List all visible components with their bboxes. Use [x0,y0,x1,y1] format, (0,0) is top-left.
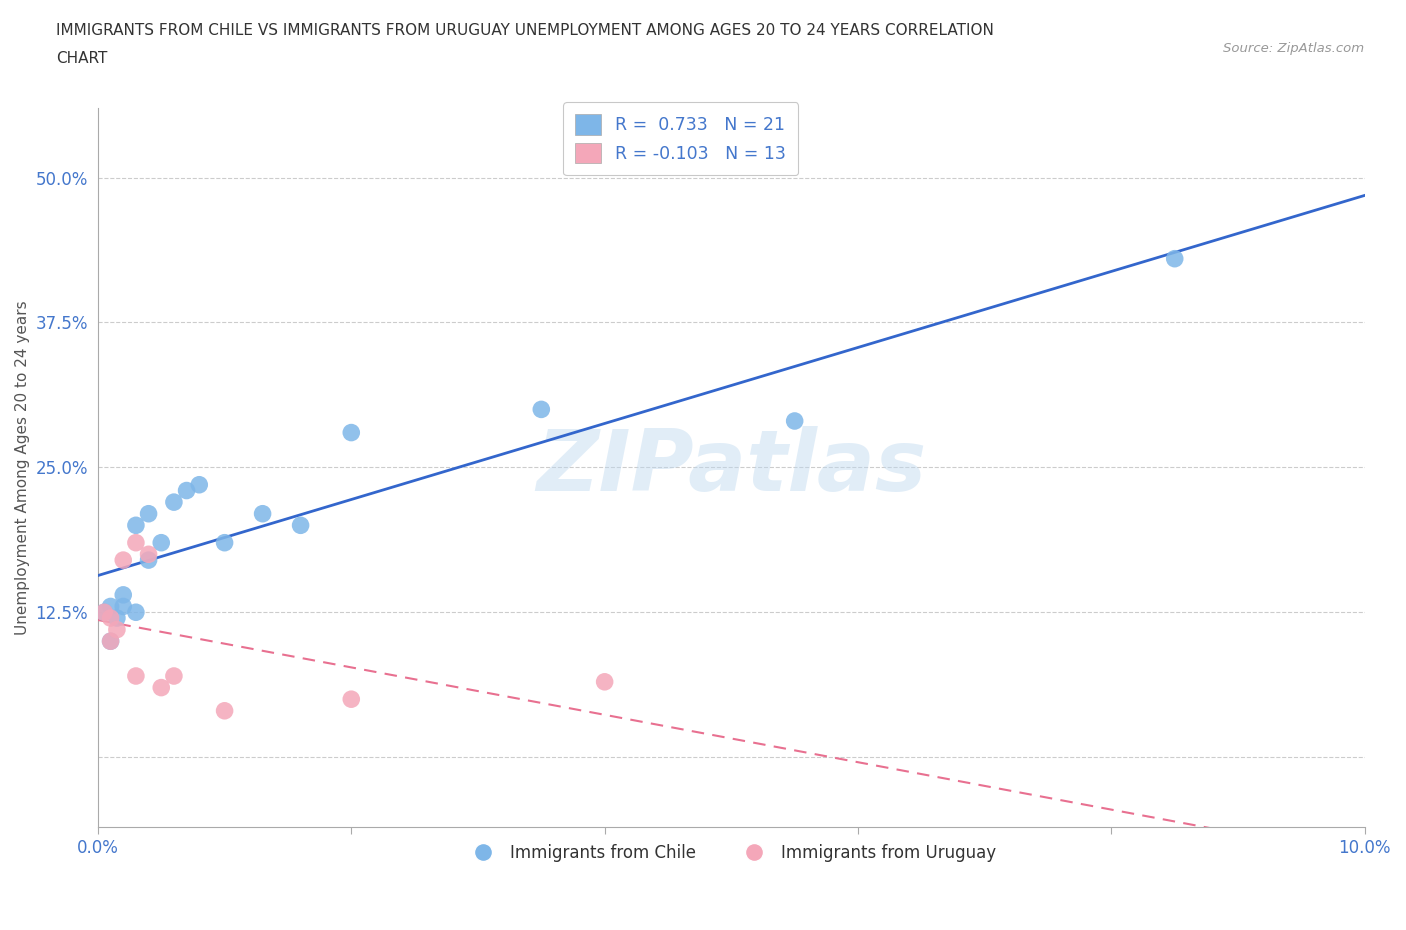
Point [105,611,128,626]
Point [138,506,160,521]
Point [176,483,198,498]
Point [150,536,173,551]
Point [340,425,363,440]
Point [138,547,160,562]
Point [290,518,312,533]
Point [125,604,148,619]
Point [105,622,128,637]
Point [163,495,186,510]
Point [593,674,616,689]
Point [125,536,148,551]
Point [93,604,115,619]
Y-axis label: Unemployment Among Ages 20 to 24 years: Unemployment Among Ages 20 to 24 years [15,300,30,634]
Point [100,599,122,614]
Point [214,536,236,551]
Point [138,552,160,567]
Text: CHART: CHART [56,51,108,66]
Text: Source: ZipAtlas.com: Source: ZipAtlas.com [1223,42,1364,55]
Point [214,703,236,718]
Text: ZIPatlas: ZIPatlas [536,426,927,509]
Point [125,669,148,684]
Point [125,518,148,533]
Point [112,552,135,567]
Point [100,633,122,648]
Point [112,599,135,614]
Point [188,477,211,492]
Point [783,414,806,429]
Legend: Immigrants from Chile, Immigrants from Uruguay: Immigrants from Chile, Immigrants from U… [460,837,1002,869]
Point [530,402,553,417]
Point [1164,251,1187,266]
Point [100,611,122,626]
Point [112,588,135,603]
Point [100,633,122,648]
Point [150,680,173,695]
Point [340,692,363,707]
Text: IMMIGRANTS FROM CHILE VS IMMIGRANTS FROM URUGUAY UNEMPLOYMENT AMONG AGES 20 TO 2: IMMIGRANTS FROM CHILE VS IMMIGRANTS FROM… [56,23,994,38]
Point [93,604,115,619]
Point [163,669,186,684]
Point [252,506,274,521]
